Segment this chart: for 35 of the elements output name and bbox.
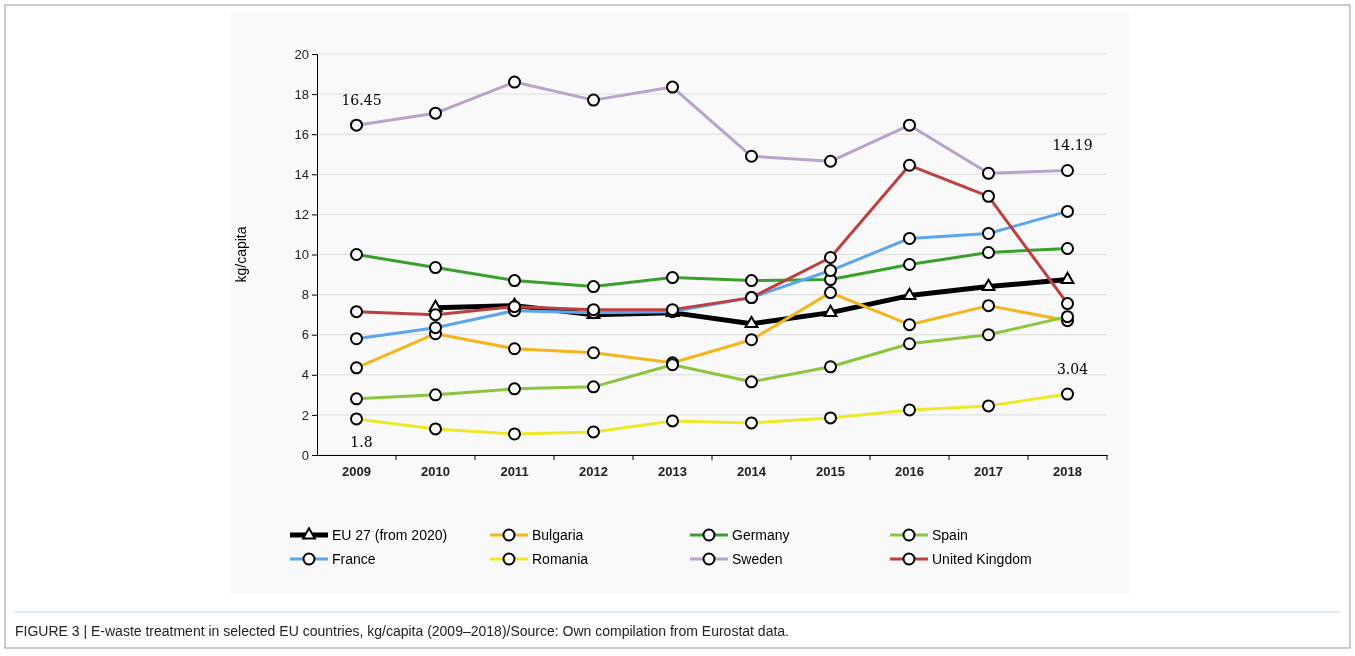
y-tick-label: 4 xyxy=(301,367,309,383)
annotation: 14.19 xyxy=(1052,137,1093,154)
legend-label: Spain xyxy=(932,526,968,543)
legend-label: Romania xyxy=(532,550,589,567)
y-tick-label: 16 xyxy=(294,126,309,142)
annotation: 1.8 xyxy=(350,433,373,450)
y-tick-label: 14 xyxy=(294,166,309,182)
annotation: 16.45 xyxy=(341,92,382,109)
legend-label: Sweden xyxy=(732,550,783,567)
x-tick-label: 2013 xyxy=(658,464,687,480)
legend-label: France xyxy=(332,550,376,567)
x-tick-label: 2017 xyxy=(974,464,1003,480)
y-tick-label: 6 xyxy=(301,327,309,343)
y-tick-label: 8 xyxy=(301,287,309,303)
legend-label: United Kingdom xyxy=(932,550,1032,567)
legend-label: Germany xyxy=(732,526,790,543)
y-tick-label: 18 xyxy=(294,86,309,102)
x-tick-label: 2012 xyxy=(579,464,608,480)
legend-label: Bulgaria xyxy=(532,526,584,543)
x-tick-label: 2010 xyxy=(421,464,450,480)
x-tick-label: 2009 xyxy=(342,464,371,480)
y-tick-label: 12 xyxy=(294,207,309,223)
y-tick-label: 0 xyxy=(301,447,309,463)
y-tick-label: 2 xyxy=(301,407,309,423)
x-tick-label: 2018 xyxy=(1053,464,1082,480)
y-tick-label: 20 xyxy=(294,46,309,62)
x-tick-label: 2011 xyxy=(500,464,529,480)
x-tick-label: 2014 xyxy=(737,464,767,480)
annotation: 3.04 xyxy=(1056,361,1089,378)
y-axis-title: kg/capita xyxy=(233,226,249,283)
legend-label: EU 27 (from 2020) xyxy=(332,526,448,543)
text: FIGURE 3 | E-waste treatment in selected EU countries, kg/capita (2009–2018)/Source: Own compilation from Eurostat data. xyxy=(15,623,789,639)
x-tick-label: 2016 xyxy=(895,464,924,480)
x-tick-label: 2015 xyxy=(816,464,845,480)
y-tick-label: 10 xyxy=(294,247,309,263)
